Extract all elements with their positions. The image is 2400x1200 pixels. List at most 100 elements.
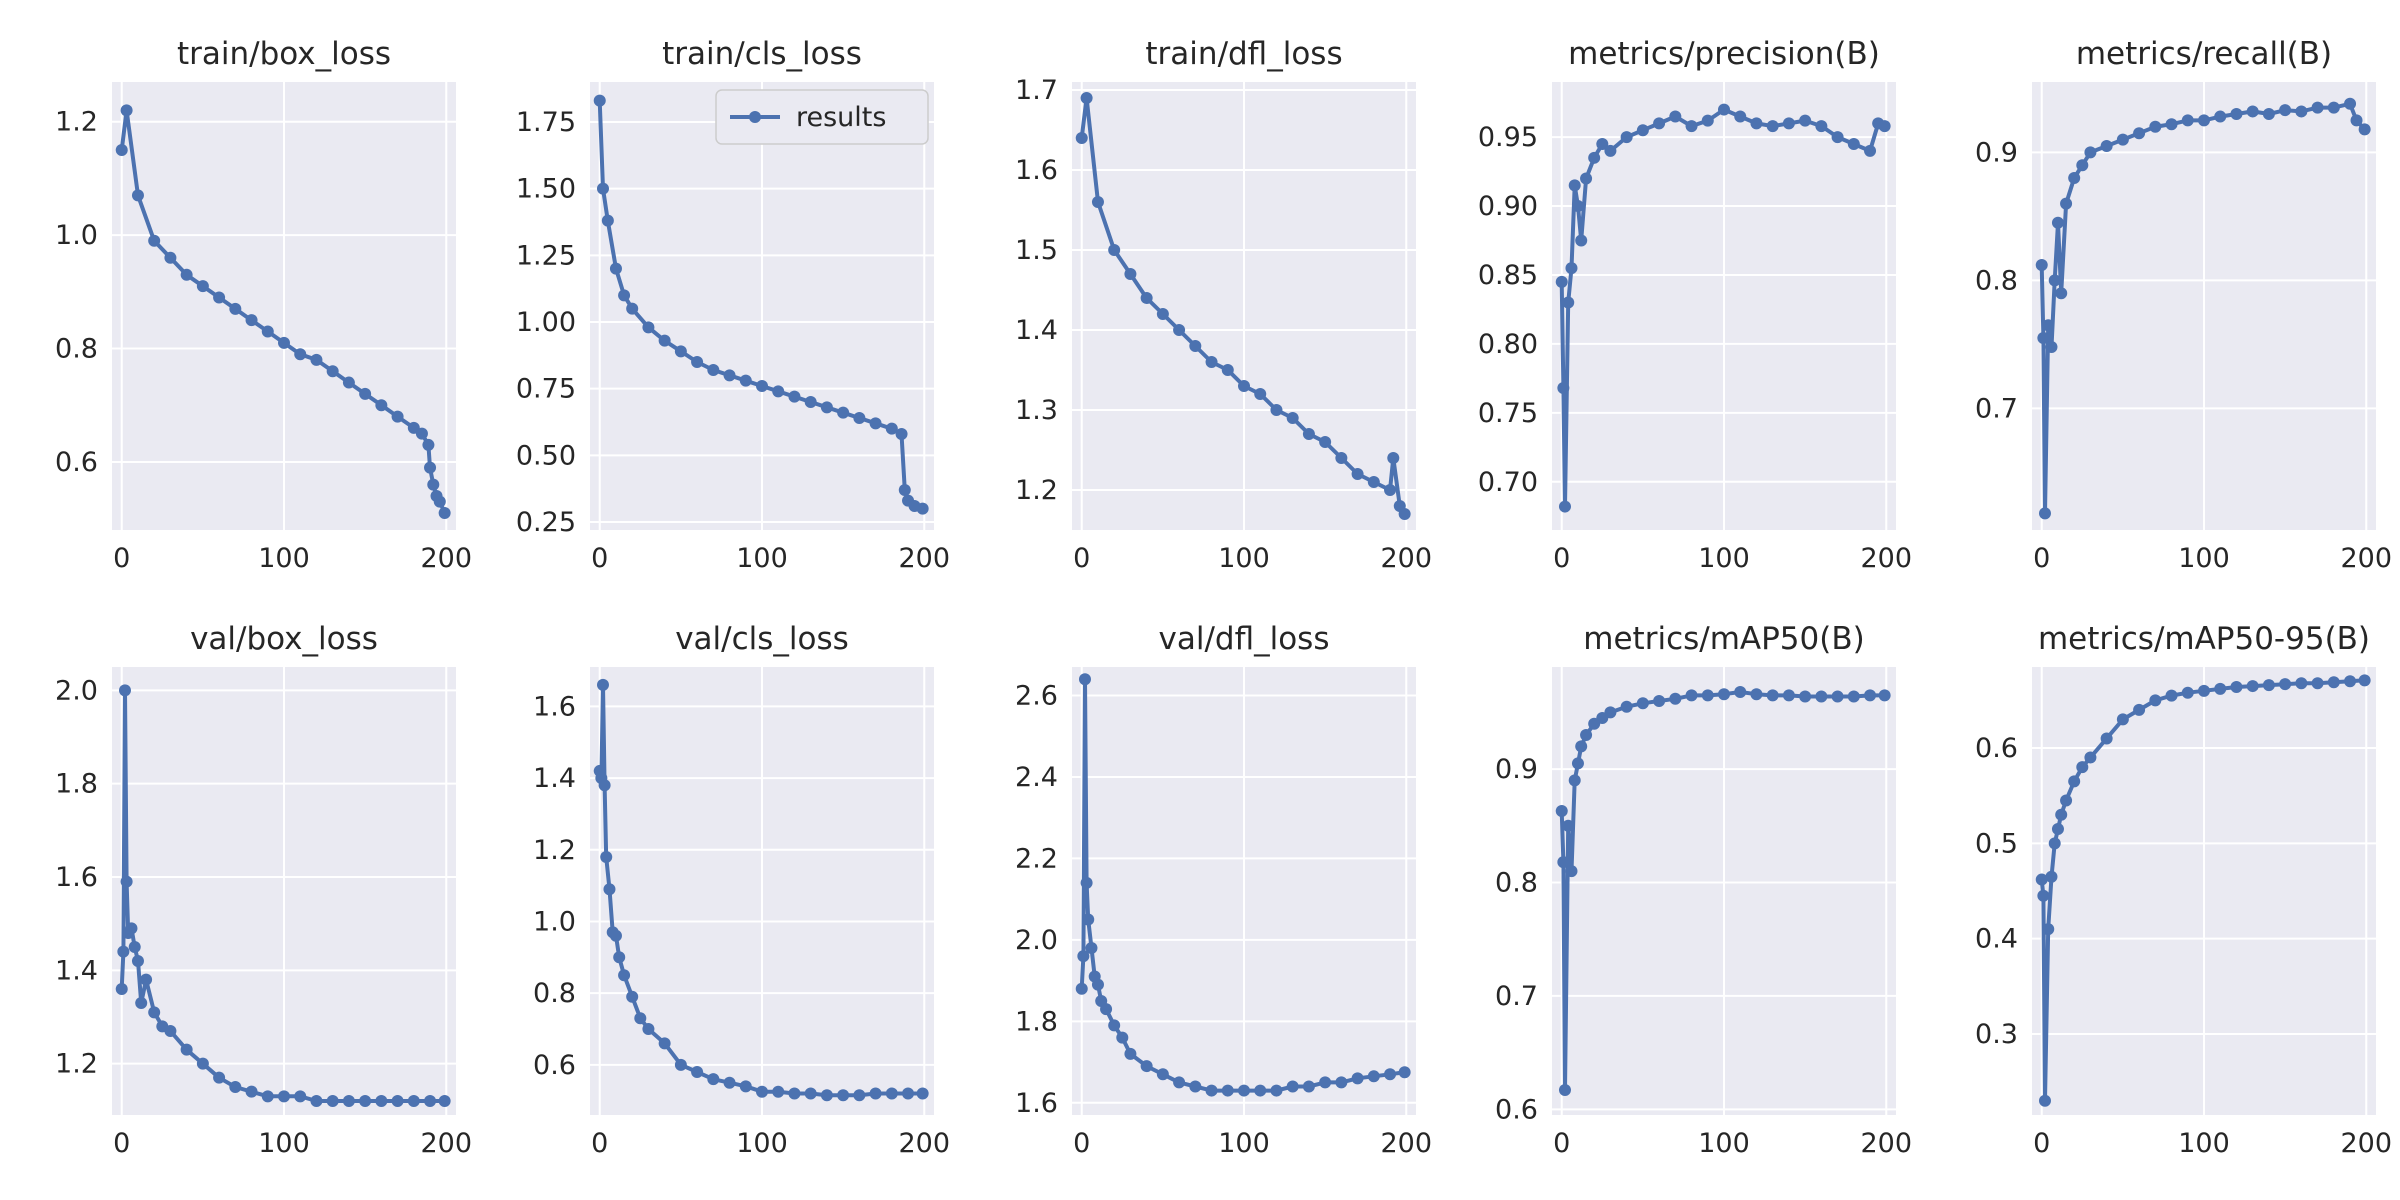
data-point: [1557, 856, 1570, 869]
data-point: [391, 1095, 404, 1107]
data-point: [342, 376, 355, 389]
data-point: [2149, 694, 2162, 707]
data-point: [1620, 131, 1633, 144]
data-point: [1562, 819, 1575, 832]
data-point: [853, 412, 866, 424]
data-point: [1620, 700, 1633, 713]
data-point: [1091, 196, 1104, 208]
data-point: [2295, 677, 2308, 690]
data-point: [326, 1095, 339, 1107]
x-tick-label: 0: [1553, 543, 1570, 574]
y-tick-label: 0.6: [55, 447, 98, 478]
data-point: [359, 1095, 372, 1107]
data-point: [196, 1057, 209, 1070]
data-point: [1270, 1084, 1283, 1097]
data-point: [1580, 729, 1593, 742]
data-point: [1782, 689, 1795, 702]
data-point: [772, 385, 785, 398]
data-point: [869, 417, 882, 430]
data-point: [756, 1085, 768, 1098]
y-tick-label: 1.6: [1015, 155, 1058, 186]
data-point: [1078, 673, 1091, 686]
data-point: [1864, 144, 1877, 157]
chart-title: metrics/recall(B): [2076, 36, 2332, 72]
data-point: [1108, 244, 1121, 256]
x-tick-label: 200: [1380, 1128, 1432, 1159]
data-point: [245, 1085, 258, 1098]
data-point: [1799, 690, 1812, 703]
y-tick-label: 1.2: [1015, 475, 1058, 506]
chart-title: train/box_loss: [177, 36, 391, 72]
data-point: [2327, 101, 2340, 114]
data-point: [1124, 1047, 1137, 1060]
y-tick-label: 0.50: [516, 440, 576, 471]
data-point: [120, 104, 133, 117]
data-point: [1286, 412, 1299, 424]
data-point: [1140, 292, 1153, 304]
chart-title: train/dfl_loss: [1145, 36, 1342, 72]
data-point: [2055, 287, 2068, 300]
data-point: [1588, 151, 1601, 164]
data-point: [2133, 127, 2146, 140]
data-point: [1558, 1084, 1571, 1097]
data-point: [342, 1095, 355, 1107]
y-tick-label: 0.6: [533, 1050, 576, 1081]
data-point: [2165, 118, 2178, 131]
data-point: [902, 1087, 915, 1100]
data-point: [739, 1080, 752, 1093]
y-tick-label: 1.4: [1015, 315, 1058, 346]
y-tick-label: 2.6: [1015, 681, 1058, 712]
data-point: [1398, 1066, 1411, 1079]
data-point: [140, 973, 153, 986]
x-tick-label: 100: [258, 543, 310, 574]
chart-title: train/cls_loss: [662, 36, 862, 72]
data-point: [1766, 120, 1779, 133]
y-tick-label: 0.75: [516, 374, 576, 405]
data-point: [837, 1089, 850, 1102]
data-point: [916, 502, 929, 515]
data-point: [1238, 380, 1250, 392]
data-point: [120, 875, 133, 888]
data-point: [723, 1076, 736, 1089]
data-point: [2042, 923, 2055, 936]
y-tick-label: 0.25: [516, 507, 576, 538]
data-point: [723, 369, 736, 382]
data-point: [2042, 319, 2055, 332]
x-tick-label: 0: [1073, 543, 1090, 574]
data-point: [415, 427, 428, 440]
data-point: [2045, 340, 2058, 353]
data-point: [2262, 679, 2275, 692]
data-point: [1571, 757, 1584, 770]
chart-panel-5: val/box_loss 0 100 200 1.2 1.4 1.6 1.8 2.0: [55, 621, 472, 1159]
data-point: [1565, 262, 1578, 275]
data-point: [1815, 120, 1828, 133]
x-tick-label: 100: [1698, 1128, 1750, 1159]
data-point: [2068, 172, 2081, 184]
y-tick-label: 1.4: [55, 955, 98, 986]
data-point: [2060, 197, 2073, 210]
data-point: [1221, 1084, 1234, 1097]
y-tick-label: 0.8: [533, 978, 576, 1009]
data-point: [898, 484, 911, 496]
data-point: [756, 380, 768, 392]
data-point: [2076, 761, 2089, 774]
data-point: [1085, 942, 1098, 955]
data-point: [642, 1022, 655, 1035]
data-point: [820, 1089, 833, 1102]
chart-panel-0: train/box_loss 0 100 200 0.6 0.8 1.0 1.2: [55, 36, 472, 574]
x-tick-label: 200: [420, 543, 472, 574]
x-tick-label: 0: [1073, 1128, 1090, 1159]
data-point: [1750, 688, 1763, 701]
data-point: [1173, 324, 1186, 336]
data-point: [1075, 982, 1088, 995]
y-tick-label: 0.95: [1478, 122, 1538, 153]
data-point: [2133, 703, 2146, 716]
data-point: [433, 495, 446, 508]
data-point: [2084, 146, 2097, 159]
data-point: [1575, 234, 1588, 247]
data-point: [427, 478, 440, 491]
y-tick-label: 0.7: [1975, 393, 2018, 424]
y-tick-label: 0.6: [1495, 1094, 1538, 1125]
data-point: [2038, 1094, 2051, 1107]
